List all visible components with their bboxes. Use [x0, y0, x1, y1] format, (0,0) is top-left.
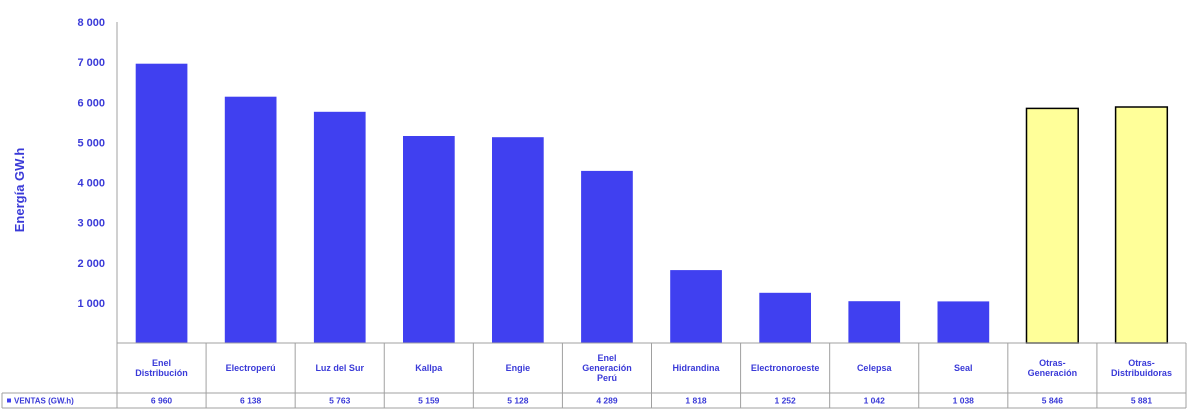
category-label-line: Electronoroeste — [751, 363, 820, 373]
bar — [403, 136, 455, 343]
bar — [1114, 106, 1169, 344]
category-label: Seal — [954, 363, 973, 373]
y-tick-label: 1 000 — [77, 298, 105, 310]
category-label: Enel Distribución — [135, 358, 188, 378]
category-label: Kallpa — [415, 363, 443, 373]
category-label-line: Generación — [1028, 368, 1078, 378]
category-label: Electronoroeste — [751, 363, 820, 373]
data-table-value: 6 960 — [151, 396, 173, 406]
y-tick-label: 7 000 — [77, 57, 105, 69]
bar — [135, 63, 188, 343]
data-table-value: 1 042 — [864, 396, 886, 406]
category-label-line: Otras- — [1128, 358, 1155, 368]
y-axis: 1 000 2 000 3 000 4 000 5 000 6 000 7 000 8 000 — [77, 17, 118, 343]
data-table-value: 4 289 — [596, 396, 618, 406]
category-label: Enel Generación Perú — [582, 353, 632, 383]
y-tick-label: 5 000 — [77, 137, 105, 149]
data-table-value: 1 252 — [774, 396, 796, 406]
data-table-value: 6 138 — [240, 396, 262, 406]
data-table-value: 5 159 — [418, 396, 440, 406]
category-label: Luz del Sur — [315, 363, 364, 373]
y-tick-label: 2 000 — [77, 258, 105, 270]
data-table-value: 5 763 — [329, 396, 351, 406]
data-table-value: 5 128 — [507, 396, 529, 406]
category-label: Hidrandina — [673, 363, 721, 373]
category-label-line: Enel — [152, 358, 171, 368]
bar — [848, 301, 901, 343]
data-table-value: 5 881 — [1131, 396, 1153, 406]
data-table-value: 1 818 — [685, 396, 707, 406]
category-label-line: Engie — [506, 363, 531, 373]
bar — [492, 137, 544, 343]
bar — [1025, 107, 1079, 344]
category-label-line: Seal — [954, 363, 973, 373]
category-label-line: Otras- — [1039, 358, 1066, 368]
y-tick-label: 8 000 — [77, 17, 105, 29]
category-label: Otras-Generación — [1028, 358, 1078, 378]
bar — [313, 111, 366, 343]
category-label-line: Celepsa — [857, 363, 893, 373]
category-label-line: Electroperú — [226, 363, 276, 373]
data-table-value: 1 038 — [953, 396, 975, 406]
legend-marker — [7, 398, 11, 403]
category-label-line: Generación — [582, 363, 632, 373]
category-label: Otras-Distribuidoras — [1111, 358, 1172, 378]
data-table: Enel Distribución Electroperú Luz del Sur Ka… — [1, 342, 1187, 409]
bar — [670, 270, 722, 343]
category-label-line: Distribución — [135, 368, 188, 378]
category-label: Electroperú — [226, 363, 276, 373]
y-tick-label: 4 000 — [77, 178, 105, 190]
category-label-line: Distribuidoras — [1111, 368, 1172, 378]
y-axis-label: Energía GW.h — [12, 148, 27, 233]
category-label-line: Perú — [597, 373, 617, 383]
data-table-value: 5 846 — [1042, 396, 1064, 406]
category-label-line: Enel — [597, 353, 616, 363]
y-tick-label: 3 000 — [77, 218, 105, 230]
bar — [759, 292, 811, 343]
bar — [937, 301, 990, 343]
bar — [224, 96, 277, 343]
series-name: VENTAS (GW.h) — [14, 397, 74, 406]
category-label-line: Luz del Sur — [315, 363, 364, 373]
category-label-line: Hidrandina — [673, 363, 721, 373]
category-label-line: Kallpa — [415, 363, 443, 373]
category-label: Engie — [506, 363, 531, 373]
category-label: Celepsa — [857, 363, 893, 373]
bar — [581, 170, 633, 343]
bars — [135, 63, 1169, 344]
y-tick-label: 6 000 — [77, 97, 105, 109]
